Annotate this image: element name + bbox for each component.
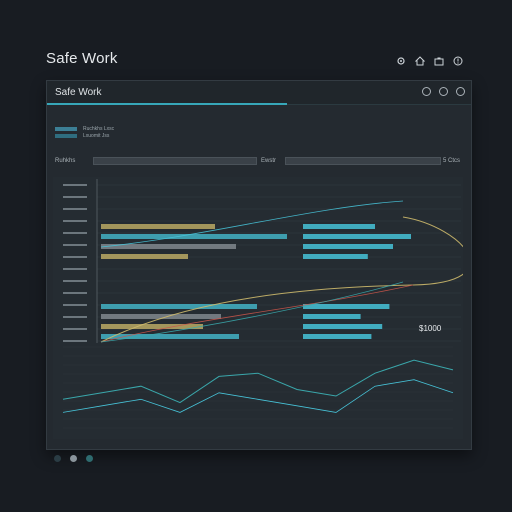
- bar: [101, 334, 239, 339]
- trend-curve: [100, 284, 414, 343]
- tick-label: [63, 280, 87, 282]
- bar: [101, 324, 203, 329]
- chart-annotation: $1000: [419, 324, 442, 333]
- bar: [101, 314, 221, 319]
- trend-curve: [100, 281, 404, 343]
- curve-marks: [100, 200, 471, 343]
- header-accent: [47, 103, 287, 105]
- tick-label: [63, 256, 87, 258]
- tick-label: [63, 316, 87, 318]
- tick-label: [63, 232, 87, 234]
- filter-right-label: 5 Ctcs: [443, 158, 461, 164]
- close-icon[interactable]: [456, 87, 465, 96]
- bar: [303, 224, 375, 229]
- main-window: Safe Work Ruchkhs Lxsc Lxuomit Jss Ruhkh…: [46, 80, 472, 450]
- status-badge: [55, 127, 77, 131]
- filter-left-field[interactable]: [93, 157, 257, 165]
- briefcase-icon[interactable]: [434, 53, 444, 66]
- gear-icon[interactable]: [396, 53, 406, 65]
- bar: [303, 304, 390, 309]
- minimize-icon[interactable]: [422, 87, 431, 96]
- tick-label: [63, 184, 87, 186]
- filter-right-field[interactable]: [285, 157, 441, 165]
- meta-text: Ruchkhs Lxsc Lxuomit Jss: [83, 127, 114, 139]
- series-line: [62, 359, 454, 404]
- bar: [101, 304, 257, 309]
- tick-label: [63, 220, 87, 222]
- bar: [101, 244, 236, 249]
- alert-icon[interactable]: [453, 53, 463, 66]
- tick-label: [63, 292, 87, 294]
- window-title: Safe Work: [55, 87, 102, 98]
- tick-label: [63, 208, 87, 210]
- bar: [303, 254, 368, 259]
- bar-marks: [101, 224, 411, 339]
- bar: [101, 234, 287, 239]
- tick-label: [63, 196, 87, 198]
- top-toolbar: [396, 53, 463, 66]
- meta-row: Ruchkhs Lxsc Lxuomit Jss: [55, 127, 114, 139]
- status-badge: [55, 134, 77, 138]
- page-dot-1[interactable]: [54, 455, 61, 462]
- tick-label: [63, 304, 87, 306]
- meta-line-1: Ruchkhs Lxsc: [83, 126, 115, 132]
- trend-curve: [100, 200, 404, 248]
- tick-label: [63, 340, 87, 342]
- bar: [303, 334, 372, 339]
- tick-label: [63, 244, 87, 246]
- home-icon[interactable]: [414, 53, 426, 66]
- window-controls: [422, 87, 465, 96]
- tick-labels: [63, 184, 87, 342]
- page-dot-3[interactable]: [86, 455, 93, 462]
- bar: [303, 244, 393, 249]
- line-marks: [62, 346, 454, 429]
- tick-label: [63, 268, 87, 270]
- filter-mid-label: Ewstr: [261, 158, 276, 164]
- filter-row: Ruhkhs Ewstr 5 Ctcs: [55, 157, 463, 167]
- filter-left-label: Ruhkhs: [55, 158, 76, 164]
- window-header: Safe Work: [47, 81, 471, 105]
- bar: [101, 224, 215, 229]
- bar: [303, 314, 361, 319]
- chart-panel: $1000: [53, 177, 471, 439]
- bar: [303, 324, 383, 329]
- restore-icon[interactable]: [439, 87, 448, 96]
- series-line: [62, 379, 454, 413]
- chart-grid: [96, 179, 461, 343]
- bar: [101, 254, 188, 259]
- page-dot-2[interactable]: [70, 455, 77, 462]
- footer-pagination: [54, 455, 93, 462]
- app-title: Safe Work: [46, 50, 118, 67]
- bar: [303, 234, 411, 239]
- chart-svg: $1000: [53, 177, 471, 439]
- tick-label: [63, 328, 87, 330]
- meta-line-2: Lxuomit Jss: [83, 133, 110, 139]
- meta-badges: [55, 127, 77, 139]
